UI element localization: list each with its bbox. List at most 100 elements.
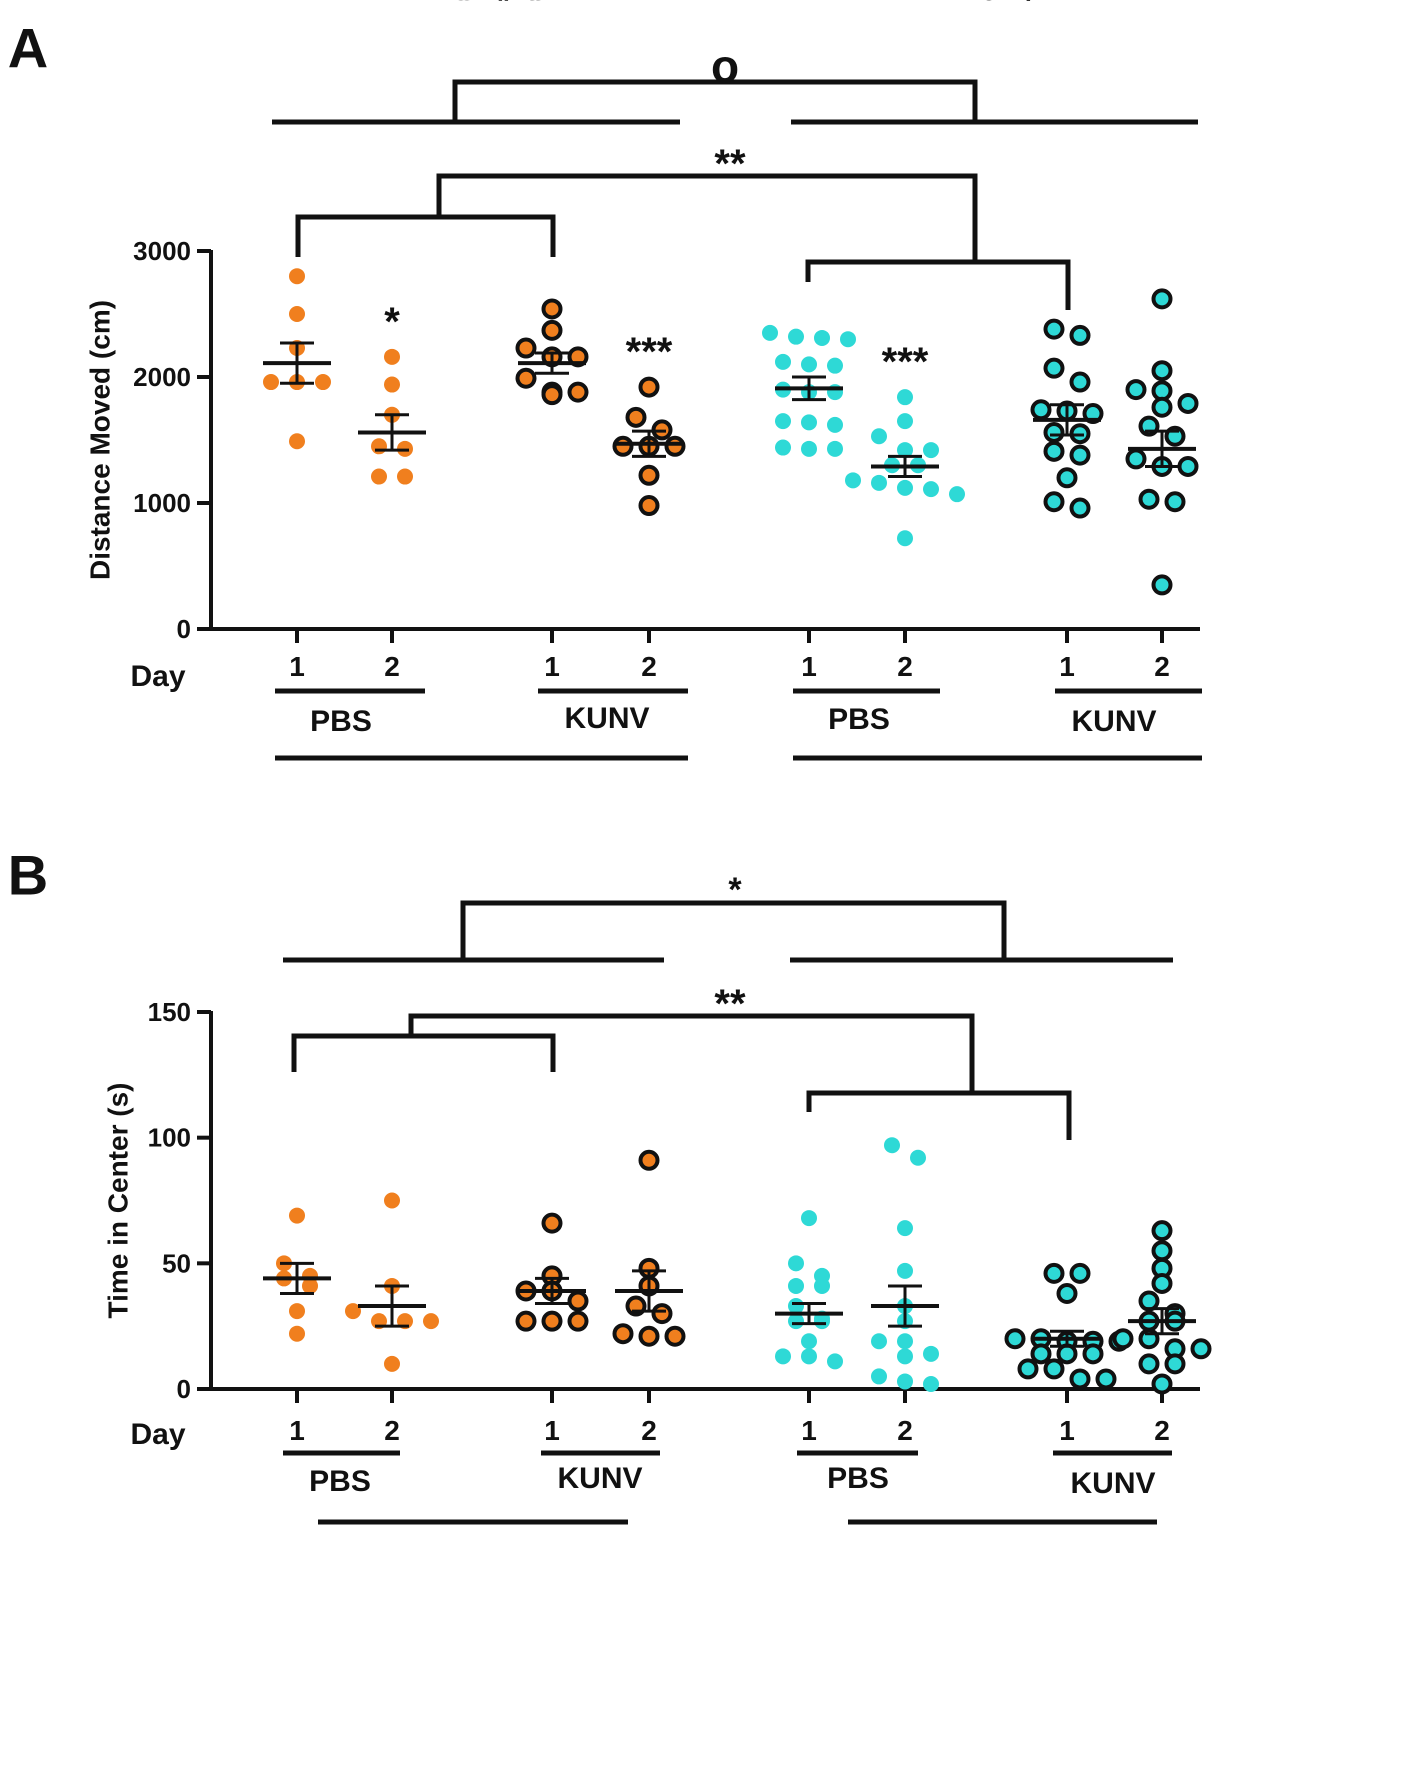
bracket-interaction-connector (408, 1013, 975, 1093)
data-point (567, 1290, 589, 1312)
data-point (775, 1348, 791, 1365)
data-point (612, 1323, 634, 1345)
data-point (897, 479, 913, 496)
data-point (1069, 497, 1091, 519)
data-point (1151, 1220, 1173, 1242)
data-point (289, 1207, 305, 1224)
series-group (263, 1207, 331, 1342)
data-point (651, 1303, 673, 1325)
series-group (871, 1137, 939, 1392)
bracket-significance-label: ** (714, 982, 746, 1026)
data-point (541, 319, 563, 341)
panel-b: B 0 50 100 150 Time in Center (s) 1 2 1 2 1 2 1 2 Day P… (8, 0, 1212, 1525)
data-point (541, 298, 563, 320)
genotype-label: NL-G-F/E3 (410, 0, 547, 6)
data-point (302, 1277, 318, 1294)
bracket-e3-treatment (291, 1033, 556, 1072)
data-point (827, 416, 843, 433)
y-axis-title: Distance Moved (cm) (85, 300, 116, 580)
data-point (1164, 1353, 1186, 1375)
data-point (897, 1373, 913, 1390)
data-point (775, 353, 791, 370)
data-point (775, 439, 791, 456)
data-point (1151, 396, 1173, 418)
treatment-label: KUNV (564, 702, 649, 735)
data-point (638, 1149, 660, 1171)
data-point (1056, 1282, 1078, 1304)
data-point (397, 468, 413, 485)
data-point (638, 495, 660, 517)
bracket-significance-label: ** (714, 142, 746, 186)
data-point (1069, 371, 1091, 393)
data-point (871, 428, 887, 445)
data-point (515, 1310, 537, 1332)
data-point (1082, 403, 1104, 425)
data-point (384, 376, 400, 393)
data-point (897, 1262, 913, 1279)
data-point (1177, 392, 1199, 414)
data-point (371, 438, 387, 455)
data-point (1151, 1272, 1173, 1294)
data-point (1095, 1368, 1117, 1390)
data-point (289, 1303, 305, 1320)
treatment-label: PBS (309, 1465, 371, 1498)
data-point (897, 389, 913, 406)
data-point (1043, 357, 1065, 379)
bracket-genotype-connector (452, 79, 978, 122)
data-point (1069, 1262, 1091, 1284)
y-tick-label: 0 (177, 614, 191, 644)
x-tick-label-day: 2 (641, 651, 657, 682)
data-point (840, 331, 856, 348)
data-point (1069, 444, 1091, 466)
data-point (1151, 1373, 1173, 1395)
data-point (775, 413, 791, 430)
data-point (541, 384, 563, 406)
data-point (638, 1325, 660, 1347)
series-group (345, 1192, 439, 1372)
data-point (567, 1310, 589, 1332)
y-tick-label: 2000 (133, 362, 191, 392)
data-point (871, 1333, 887, 1350)
data-point (897, 413, 913, 430)
data-point (1017, 1358, 1039, 1380)
data-point (1125, 448, 1147, 470)
y-tick-label: 0 (177, 1374, 191, 1404)
series-group (263, 268, 331, 450)
y-tick-label: 3000 (133, 236, 191, 266)
treatment-label: KUNV (1071, 705, 1156, 738)
data-point (1043, 1358, 1065, 1380)
data-point (1190, 1338, 1212, 1360)
treatment-label: PBS (827, 1462, 889, 1495)
data-point (801, 440, 817, 457)
x-tick-label-day: 2 (384, 1415, 400, 1446)
x-tick-label-day: 1 (289, 651, 305, 682)
data-point (814, 1277, 830, 1294)
bracket-significance-label: o (711, 40, 739, 92)
data-point (664, 1325, 686, 1347)
x-tick-label-day: 1 (801, 1415, 817, 1446)
y-tick-label: 100 (148, 1123, 191, 1153)
data-point (897, 442, 913, 459)
data-point (1043, 1262, 1065, 1284)
data-point (1151, 574, 1173, 596)
data-point (1056, 467, 1078, 489)
data-point (1043, 491, 1065, 513)
treatment-label: KUNV (557, 1462, 642, 1495)
x-tick-label-day: 1 (289, 1415, 305, 1446)
data-point (1112, 1328, 1134, 1350)
data-point (515, 337, 537, 359)
bracket-interaction-connector (436, 173, 978, 262)
data-point (289, 306, 305, 322)
data-point (801, 1210, 817, 1227)
data-point (515, 367, 537, 389)
data-point (1030, 399, 1052, 421)
y-axis-title: Time in Center (s) (103, 1083, 134, 1319)
data-point (1138, 488, 1160, 510)
data-point (1043, 318, 1065, 340)
x-tick-label-day: 2 (1154, 1415, 1170, 1446)
day-label: Day (130, 1418, 185, 1451)
data-point (1151, 1240, 1173, 1262)
bracket-significance-label: * (728, 871, 742, 909)
significance-marker: *** (882, 340, 929, 384)
